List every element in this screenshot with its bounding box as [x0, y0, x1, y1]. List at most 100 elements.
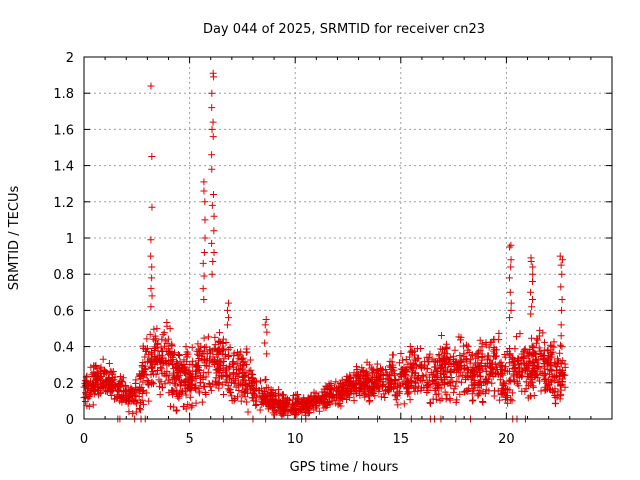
data-point-marker [230, 397, 238, 405]
data-point-marker [132, 384, 140, 392]
data-point-marker [530, 366, 538, 374]
data-point-marker [524, 362, 532, 370]
data-point-marker [353, 363, 361, 371]
data-point-marker [188, 377, 196, 385]
data-point-marker [200, 178, 208, 186]
data-point-marker [169, 356, 177, 364]
data-point-marker [170, 371, 178, 379]
data-point-marker [453, 377, 461, 385]
data-point-marker [195, 357, 203, 365]
data-point-marker [389, 363, 397, 371]
data-point-marker [406, 353, 414, 361]
data-point-marker [428, 377, 436, 385]
data-point-marker [223, 321, 231, 329]
data-point-marker [143, 335, 151, 343]
data-point-marker [181, 363, 189, 371]
data-point-marker [435, 390, 443, 398]
data-point-marker [353, 386, 361, 394]
data-point-marker [288, 408, 296, 416]
data-point-marker [138, 396, 146, 404]
x-tick-label: 15 [393, 432, 410, 447]
data-point-marker [506, 243, 514, 251]
data-point-marker [557, 321, 565, 329]
data-point-marker [503, 393, 511, 401]
data-point-marker [178, 389, 186, 397]
data-point-marker [208, 125, 216, 133]
data-point-marker [216, 329, 224, 337]
data-point-marker [263, 328, 271, 336]
data-point-marker [248, 384, 256, 392]
x-axis-label: GPS time / hours [290, 460, 399, 475]
data-point-marker [456, 351, 464, 359]
data-point-marker [137, 375, 145, 383]
data-point-marker [270, 399, 278, 407]
data-point-marker [436, 361, 444, 369]
data-point-marker [214, 366, 222, 374]
data-point-marker [158, 384, 166, 392]
data-point-marker [426, 350, 434, 358]
data-point-marker [240, 369, 248, 377]
data-point-marker [350, 397, 358, 405]
data-point-marker [182, 351, 190, 359]
data-point-marker [407, 359, 415, 367]
data-point-marker [207, 347, 215, 355]
data-point-marker [379, 380, 387, 388]
data-point-marker [422, 371, 430, 379]
data-point-marker [389, 351, 397, 359]
data-point-marker [470, 387, 478, 395]
data-point-marker [450, 361, 458, 369]
data-point-marker [516, 330, 524, 338]
data-point-marker [220, 355, 228, 363]
data-point-marker [244, 408, 252, 416]
data-point-marker [208, 201, 216, 209]
data-point-marker [153, 340, 161, 348]
data-point-marker [446, 395, 454, 403]
data-point-marker [170, 351, 178, 359]
data-point-marker [424, 386, 432, 394]
data-point-marker [529, 383, 537, 391]
data-point-marker [148, 153, 156, 161]
data-point-marker [526, 346, 534, 354]
data-point-marker [416, 361, 424, 369]
data-point-marker [256, 386, 264, 394]
data-point-marker [549, 388, 557, 396]
data-point-marker [518, 373, 526, 381]
data-point-marker [460, 350, 468, 358]
data-point-marker [505, 345, 513, 353]
data-point-marker [344, 384, 352, 392]
data-point-marker [135, 405, 143, 413]
data-point-marker [556, 382, 564, 390]
data-point-marker [507, 306, 515, 314]
data-point-marker [425, 354, 433, 362]
data-point-marker [187, 374, 195, 382]
data-point-marker [544, 381, 552, 389]
data-point-marker [400, 400, 408, 408]
data-point-marker [437, 332, 445, 340]
data-point-marker [456, 390, 464, 398]
data-point-marker [198, 398, 206, 406]
data-point-marker [517, 359, 525, 367]
chart-title: Day 044 of 2025, SRMTID for receiver cn2… [203, 22, 485, 37]
data-point-marker [359, 366, 367, 374]
data-point-marker [221, 367, 229, 375]
data-point-marker [170, 403, 178, 411]
data-point-marker [447, 362, 455, 370]
data-point-marker [143, 376, 151, 384]
data-point-marker [392, 396, 400, 404]
data-point-marker [200, 187, 208, 195]
data-point-marker [166, 325, 174, 333]
data-point-marker [294, 391, 302, 399]
data-point-marker [373, 365, 381, 373]
data-point-marker [85, 402, 93, 410]
data-point-marker [408, 347, 416, 355]
data-point-marker [413, 375, 421, 383]
data-point-marker [157, 365, 165, 373]
data-point-marker [272, 398, 280, 406]
data-point-marker [481, 362, 489, 370]
y-tick-label: 1.2 [53, 196, 74, 211]
data-point-marker [451, 346, 459, 354]
data-point-marker [120, 387, 128, 395]
data-point-marker [200, 383, 208, 391]
data-point-marker [259, 393, 267, 401]
y-axis-label: SRMTID / TECUs [7, 186, 22, 291]
